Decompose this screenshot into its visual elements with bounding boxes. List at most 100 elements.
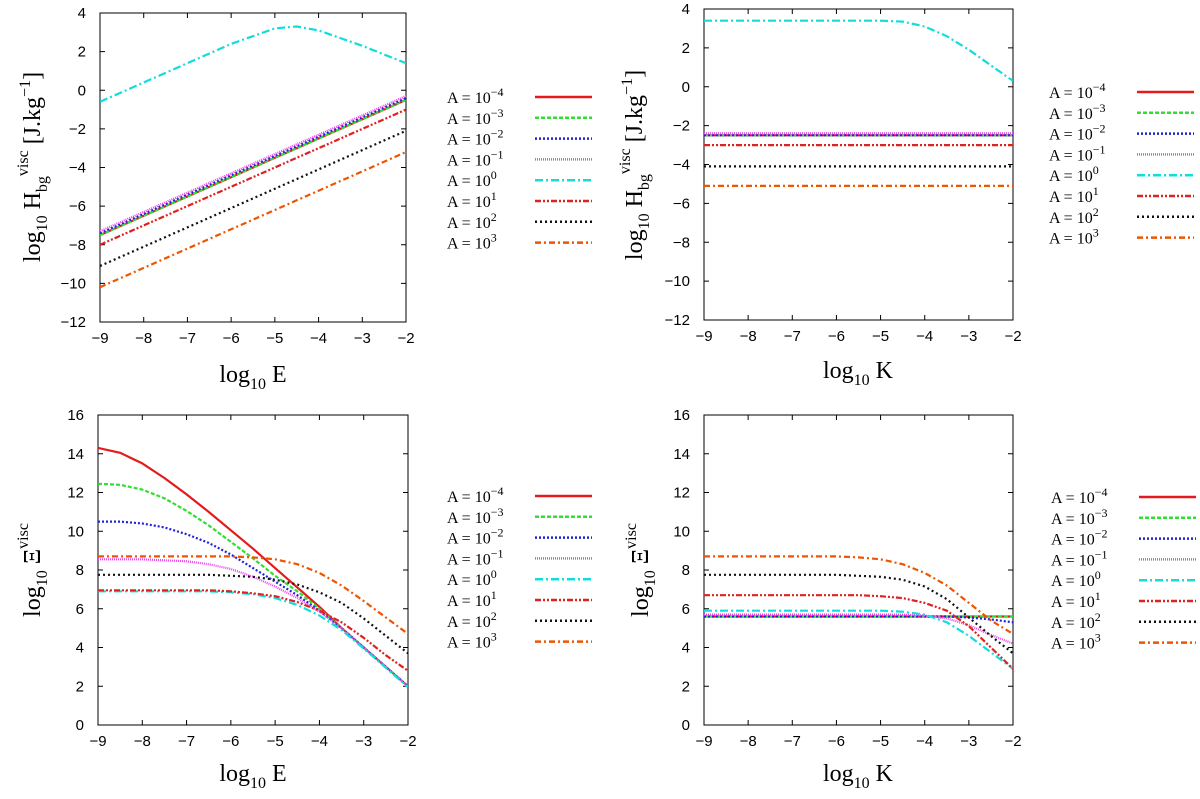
y-tick-label: −4 xyxy=(673,157,690,174)
legend-label: A = 10−4 xyxy=(1051,485,1107,507)
y-tick-label: 0 xyxy=(682,79,690,96)
x-tick-label: −4 xyxy=(310,330,327,347)
legend-label: A = 102 xyxy=(1049,205,1099,227)
x-tick-label: −5 xyxy=(266,330,283,347)
x-tick-label: −9 xyxy=(695,328,712,345)
legend-label: A = 10−4 xyxy=(447,484,503,506)
y-tick-label: 10 xyxy=(67,523,84,540)
y-tick-label: −12 xyxy=(61,314,86,331)
y-tick-label: −6 xyxy=(69,198,86,215)
y-tick-label: −8 xyxy=(673,234,690,251)
y-tick-label: 2 xyxy=(78,44,86,61)
legend-label: A = 103 xyxy=(1049,226,1099,248)
y-axis-label: log10 Hbgvisc [J.kg−1] xyxy=(15,72,51,262)
chart-panel-2: −9 −8 −7 −6 −5 −4 −3 −2 −12 −10 −8 −6 −4 −2 0 2 4 A = 10−… xyxy=(617,1,1194,389)
legend-label: A = 10−4 xyxy=(447,85,503,107)
y-tick-label: 4 xyxy=(682,1,690,18)
x-tick-label: −2 xyxy=(1004,328,1021,345)
y-tick-label: 8 xyxy=(682,562,690,579)
chart-panel-1: −9 −8 −7 −6 −5 −4 −3 −2 −12 −10 −8 −6 −4 −2 0 2 4 A = 10−… xyxy=(15,5,592,393)
series-line-3 xyxy=(98,520,408,688)
series-line-5 xyxy=(704,19,1013,82)
x-tick-label: −5 xyxy=(872,328,889,345)
x-tick-label: −3 xyxy=(960,733,977,750)
y-tick-label: 6 xyxy=(682,601,690,618)
y-tick-label: 4 xyxy=(78,5,86,22)
x-tick-label: −4 xyxy=(916,733,933,750)
series-line-2 xyxy=(100,98,406,237)
series-line-5 xyxy=(98,590,408,689)
y-tick-label: 4 xyxy=(76,640,84,657)
y-tick-label: 0 xyxy=(78,82,86,99)
y-tick-label: −4 xyxy=(69,160,86,177)
y-tick-label: 16 xyxy=(673,407,690,424)
x-tick-label: −6 xyxy=(223,330,240,347)
legend-label: A = 100 xyxy=(447,567,497,589)
x-tick-label: −8 xyxy=(740,328,757,345)
series-line-6 xyxy=(100,108,406,246)
series-line-3 xyxy=(704,615,1013,624)
y-axis-label: log10 Ξvisc xyxy=(623,523,659,617)
legend-label: A = 100 xyxy=(1049,163,1099,185)
y-tick-label: 12 xyxy=(673,485,690,502)
legend-label: A = 10−4 xyxy=(1049,80,1105,102)
legend-label: A = 10−3 xyxy=(1049,101,1105,123)
series-line-6 xyxy=(704,594,1013,670)
series-line-4 xyxy=(704,613,1013,645)
legend-label: A = 10−2 xyxy=(447,127,503,149)
series-group xyxy=(100,25,406,289)
y-tick-label: 16 xyxy=(67,407,84,424)
x-tick-label: −5 xyxy=(267,733,284,750)
x-tick-label: −9 xyxy=(695,733,712,750)
x-tick-label: −7 xyxy=(784,733,801,750)
plot-frame xyxy=(703,8,1014,321)
y-tick-label: 0 xyxy=(682,717,690,734)
legend-label: A = 10−3 xyxy=(447,505,503,527)
y-tick-label: −10 xyxy=(61,275,86,292)
legend-label: A = 10−3 xyxy=(1051,506,1107,528)
x-tick-label: −9 xyxy=(89,733,106,750)
y-tick-label: 12 xyxy=(67,485,84,502)
y-tick-label: 0 xyxy=(76,717,84,734)
series-line-3 xyxy=(100,96,406,235)
legend-label: A = 100 xyxy=(447,168,497,190)
plot-frame xyxy=(97,414,409,726)
x-tick-label: −9 xyxy=(91,330,108,347)
legend: A = 10−4A = 10−3A = 10−2A = 10−1A = 100A… xyxy=(447,85,592,253)
x-tick-label: −5 xyxy=(872,733,889,750)
legend-label: A = 10−1 xyxy=(1049,142,1105,164)
x-tick-label: −2 xyxy=(399,733,416,750)
x-tick-label: −2 xyxy=(1004,733,1021,750)
y-tick-label: −2 xyxy=(673,118,690,135)
legend-label: A = 101 xyxy=(1049,184,1099,206)
legend: A = 10−4A = 10−3A = 10−2A = 10−1A = 100A… xyxy=(1051,485,1196,653)
x-tick-label: −3 xyxy=(354,330,371,347)
legend-label: A = 102 xyxy=(447,609,497,631)
plot-frame xyxy=(703,414,1014,726)
x-tick-label: −7 xyxy=(178,733,195,750)
legend-label: A = 103 xyxy=(447,231,497,253)
legend-label: A = 102 xyxy=(447,210,497,232)
y-tick-label: −10 xyxy=(665,273,690,290)
series-group xyxy=(98,446,408,689)
x-tick-label: −4 xyxy=(311,733,328,750)
x-tick-label: −6 xyxy=(828,328,845,345)
y-tick-label: −6 xyxy=(673,195,690,212)
y-tick-label: 2 xyxy=(76,678,84,695)
legend-label: A = 10−2 xyxy=(1051,527,1107,549)
series-line-8 xyxy=(98,555,408,635)
series-group xyxy=(704,555,1013,670)
y-tick-label: 8 xyxy=(76,562,84,579)
series-line-2 xyxy=(98,482,408,688)
x-tick-label: −3 xyxy=(355,733,372,750)
series-line-4 xyxy=(100,94,406,233)
x-tick-label: −8 xyxy=(134,733,151,750)
x-axis-label: log10 E xyxy=(219,362,286,393)
y-tick-label: 14 xyxy=(673,446,690,463)
x-tick-label: −6 xyxy=(222,733,239,750)
y-tick-label: 2 xyxy=(682,40,690,57)
x-tick-label: −3 xyxy=(960,328,977,345)
